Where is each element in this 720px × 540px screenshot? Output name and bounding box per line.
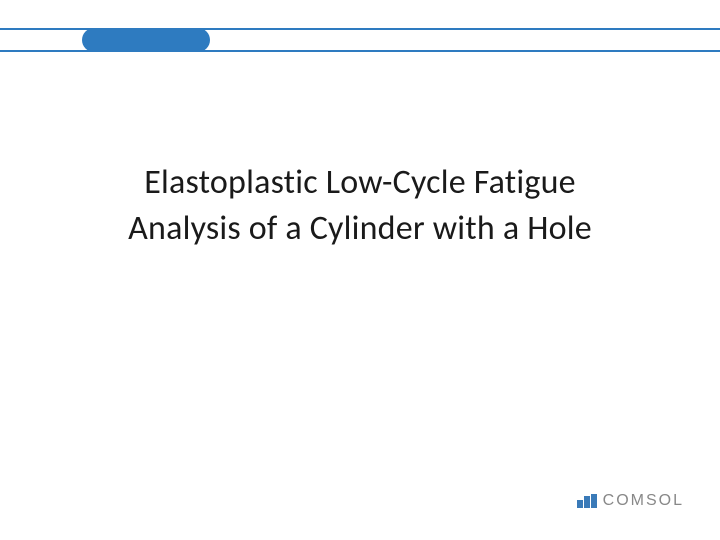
- header-decoration: [0, 28, 720, 52]
- header-accent-blob: [82, 28, 210, 52]
- logo-bar: [584, 496, 590, 508]
- logo-bar: [577, 500, 583, 508]
- header-line-bottom: [0, 50, 720, 52]
- logo-bar: [591, 494, 597, 508]
- title-line-2: Analysis of a Cylinder with a Hole: [128, 208, 592, 249]
- title-container: Elastoplastic Low-Cycle Fatigue Analysis…: [0, 160, 720, 252]
- logo-text: COMSOL: [603, 492, 684, 510]
- logo: COMSOL: [577, 492, 684, 510]
- logo-bars-icon: [577, 494, 597, 508]
- title-line-1: Elastoplastic Low-Cycle Fatigue: [144, 162, 576, 203]
- slide-title: Elastoplastic Low-Cycle Fatigue Analysis…: [30, 160, 690, 252]
